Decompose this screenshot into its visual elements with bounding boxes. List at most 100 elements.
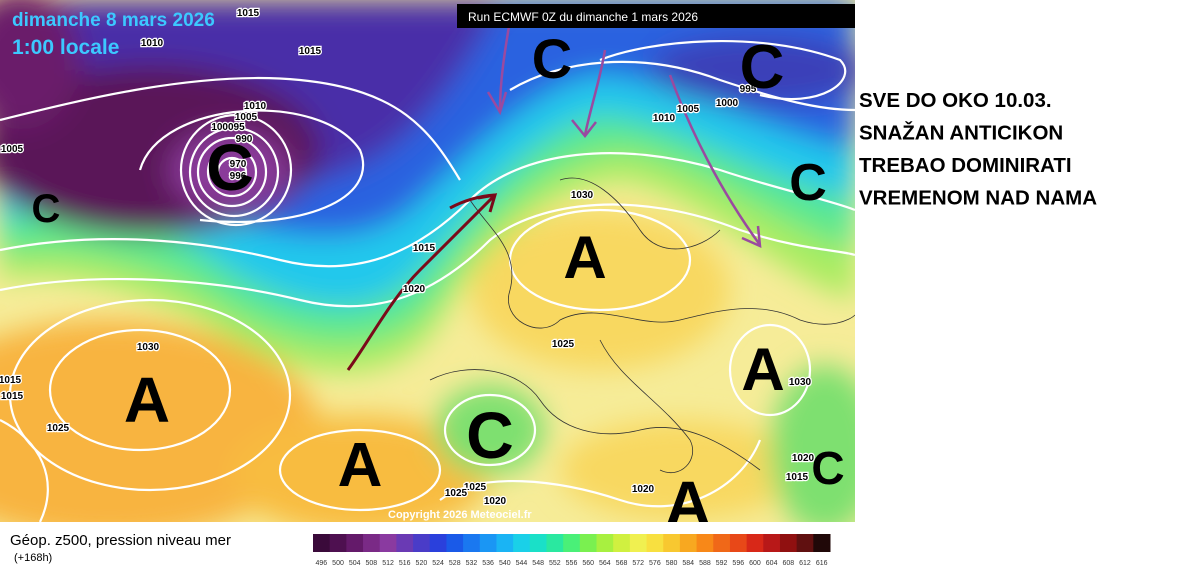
forecast-time: 1:00 locale [12, 36, 119, 59]
colorbar-label: 564 [599, 560, 611, 567]
pressure-label: 1005 [677, 104, 700, 115]
colorbar-swatch [613, 534, 631, 552]
colorbar-swatch [429, 534, 447, 552]
center-letter: C [789, 154, 827, 212]
colorbar-swatch [546, 534, 564, 552]
colorbar-swatch [329, 534, 347, 552]
annotation-line: SNAŽAN ANTICIKON [859, 121, 1063, 145]
pressure-label: 1030 [571, 190, 594, 201]
field [0, 0, 855, 522]
lead-time: (+168h) [14, 552, 52, 564]
center-letter: A [338, 431, 383, 500]
colorbar-label: 508 [366, 560, 378, 567]
pressure-label: 1010 [653, 113, 676, 124]
colorbar-swatch [563, 534, 581, 552]
pressure-label: 1020 [792, 453, 815, 464]
colorbar-label: 524 [432, 560, 444, 567]
colorbar-label: 596 [732, 560, 744, 567]
colorbar-swatch [646, 534, 664, 552]
pressure-label: 1015 [237, 8, 260, 19]
colorbar-swatch [813, 534, 831, 552]
pressure-label: 1005 [1, 144, 24, 155]
pressure-label: 1025 [445, 488, 468, 499]
colorbar-label: 616 [816, 560, 828, 567]
colorbar-swatch [663, 534, 681, 552]
colorbar-label: 536 [482, 560, 494, 567]
pressure-label: 1030 [789, 377, 812, 388]
colorbar-label: 612 [799, 560, 811, 567]
center-letter: A [665, 468, 711, 540]
center-letter: C [466, 398, 514, 472]
pressure-label: 1025 [464, 482, 487, 493]
colorbar-swatch [779, 534, 798, 552]
colorbar-label: 496 [315, 560, 327, 567]
coastlines [429, 177, 855, 473]
pressure-label: 1010 [244, 101, 267, 112]
colorbar-swatch [396, 534, 414, 552]
colorbar-label: 576 [649, 560, 661, 567]
colorbar-label: 592 [716, 560, 728, 567]
colorbar-swatch [496, 534, 514, 552]
pressure-label: 995 [740, 84, 757, 95]
colorbar-swatch [579, 534, 598, 552]
colorbar-label: 600 [749, 560, 761, 567]
center-letter: C [740, 33, 785, 102]
colorbar-label: 512 [382, 560, 394, 567]
colorbar-swatch [513, 534, 531, 552]
colorbar-label: 568 [616, 560, 628, 567]
pressure-label: 1025 [47, 423, 70, 434]
colorbar-label: 528 [449, 560, 461, 567]
center-letter: A [563, 224, 606, 291]
annotation: SVE DO OKO 10.03. SNAŽAN ANTICIKON TREBAO … [859, 89, 1097, 210]
colorbar-swatch [413, 534, 431, 552]
colorbar-swatch [713, 534, 731, 552]
colorbar-swatch [479, 534, 497, 552]
pressure-labels: 1015101010151010100510009599097099610059… [0, 7, 816, 509]
colorbar-label: 608 [782, 560, 794, 567]
flow-arrow [571, 49, 607, 139]
colorbar-swatch [529, 534, 547, 552]
colorbar-label: 540 [499, 560, 511, 567]
pressure-label: 100095 [211, 122, 245, 133]
colorbar-label: 580 [666, 560, 678, 567]
pressure-label: 996 [230, 171, 247, 182]
pressure-label: 1010 [141, 38, 164, 49]
colorbar-swatch [446, 534, 464, 552]
pressure-label: 1020 [484, 496, 507, 507]
colorbar-label: 552 [549, 560, 561, 567]
colorbar-label: 544 [516, 560, 528, 567]
pressure-label: 1000 [716, 98, 739, 109]
pressure-label: 1015 [786, 472, 809, 483]
colorbar-swatch [463, 534, 481, 552]
colorbar-label: 516 [399, 560, 411, 567]
pressure-label: 1020 [403, 284, 426, 295]
colorbar-swatch [629, 534, 648, 552]
map: 1015101010151010100510009599097099610059… [0, 0, 855, 540]
colorbar-label: 584 [682, 560, 694, 567]
run-info: Run ECMWF 0Z du dimanche 1 mars 2026 [468, 10, 698, 24]
colorbar-swatch [796, 534, 814, 552]
colorbar-label: 504 [349, 560, 361, 567]
pressure-label: 970 [230, 159, 247, 170]
colorbar-label: 532 [466, 560, 478, 567]
colorbar-label: 548 [532, 560, 544, 567]
colorbar-swatch [763, 534, 781, 552]
colorbar-swatch [363, 534, 381, 552]
pressure-label: 990 [236, 134, 253, 145]
colorbar-label: 588 [699, 560, 711, 567]
colorbar-label: 500 [332, 560, 344, 567]
colorbar-label: 604 [766, 560, 778, 567]
annotation-line: TREBAO DOMINIRATI [859, 154, 1072, 177]
center-letter: A [741, 336, 784, 403]
colorbar-swatch [696, 534, 714, 552]
center-letter: C [811, 442, 844, 494]
center-letter: C [206, 130, 254, 204]
annotation-line: VREMENOM NAD NAMA [859, 187, 1097, 210]
legend-title: Géop. z500, pression niveau mer [10, 532, 231, 549]
colorbar: 496 500 504 508 512 516 520 524 528 532 536 540 544 5… [313, 534, 831, 567]
copyright: Copyright 2026 Meteociel.fr [388, 509, 532, 521]
center-letter: A [124, 364, 170, 436]
